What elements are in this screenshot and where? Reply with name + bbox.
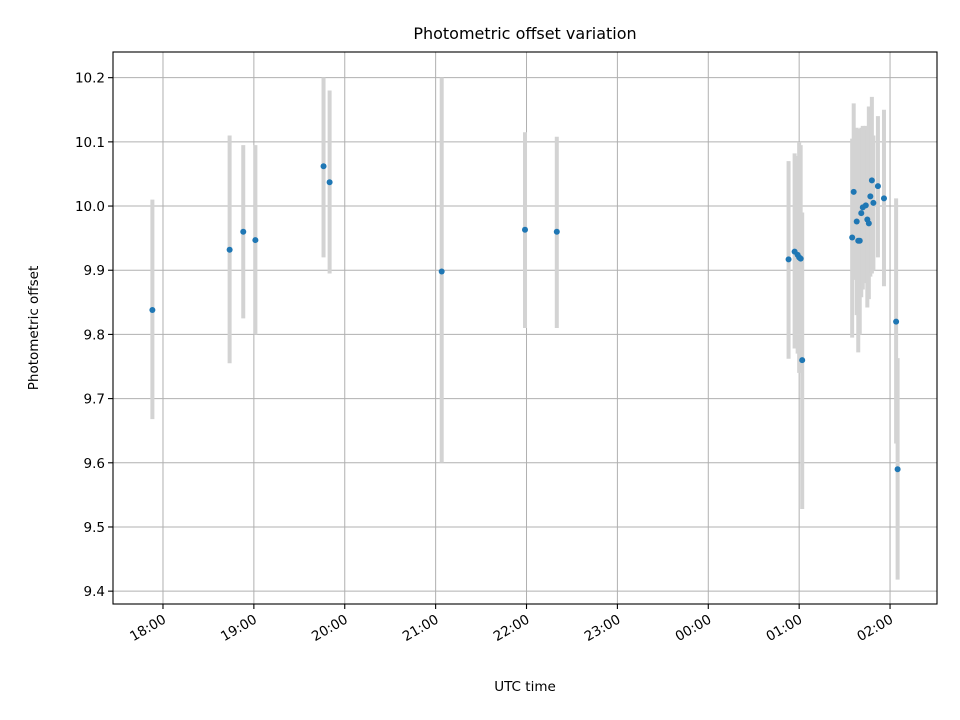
data-point	[797, 255, 804, 262]
x-tick-label: 19:00	[218, 612, 260, 645]
y-tick-label: 9.8	[84, 327, 105, 343]
y-tick-label: 9.6	[84, 456, 105, 472]
y-tick-label: 9.4	[84, 584, 105, 600]
data-point	[880, 195, 887, 202]
data-point	[785, 256, 792, 263]
x-axis-ticks: 18:00 19:00 20:00 21:00 22:00 23:00 00:00 01:00…	[127, 604, 896, 645]
data-point	[149, 307, 156, 314]
data-point	[553, 228, 560, 235]
data-point	[865, 220, 872, 227]
data-point	[858, 210, 865, 217]
y-tick-label: 10.0	[75, 199, 105, 215]
data-point	[893, 318, 900, 325]
x-axis-label: UTC time	[494, 679, 556, 695]
x-tick-label: 18:00	[127, 612, 169, 645]
data-point	[226, 246, 233, 253]
data-point	[326, 179, 333, 186]
plot-frame	[112, 51, 938, 605]
data-point	[240, 228, 247, 235]
data-point	[850, 188, 857, 195]
x-tick-label: 01:00	[763, 612, 805, 645]
y-tick-label: 9.5	[84, 520, 105, 536]
data-point	[252, 237, 259, 244]
y-axis-label: Photometric offset	[26, 266, 42, 390]
x-tick-label: 00:00	[673, 612, 715, 645]
data-point	[894, 466, 901, 473]
y-tick-label: 9.7	[84, 392, 105, 408]
data-points	[149, 163, 901, 473]
data-point	[867, 193, 874, 200]
x-tick-label: 20:00	[309, 612, 351, 645]
y-axis-ticks: 9.4 9.5 9.6 9.7 9.8 9.9 10.0 10.1 10.2	[75, 71, 113, 600]
x-tick-label: 23:00	[582, 612, 624, 645]
y-tick-label: 10.2	[75, 71, 105, 87]
data-point	[853, 218, 860, 225]
data-point	[868, 177, 875, 184]
y-tick-label: 9.9	[84, 263, 105, 279]
data-point	[438, 268, 445, 275]
data-point	[522, 226, 528, 233]
data-point	[856, 237, 863, 244]
x-tick-label: 21:00	[400, 612, 442, 645]
data-point	[874, 183, 881, 190]
data-point	[849, 234, 856, 241]
x-tick-label: 02:00	[854, 612, 896, 645]
data-point	[870, 199, 877, 206]
x-tick-label: 22:00	[491, 612, 533, 645]
data-point	[320, 163, 327, 170]
data-point	[799, 357, 806, 364]
y-tick-label: 10.1	[75, 135, 105, 151]
chart-title: Photometric offset variation	[413, 24, 636, 43]
data-point	[862, 202, 869, 209]
error-bars	[150, 77, 900, 580]
